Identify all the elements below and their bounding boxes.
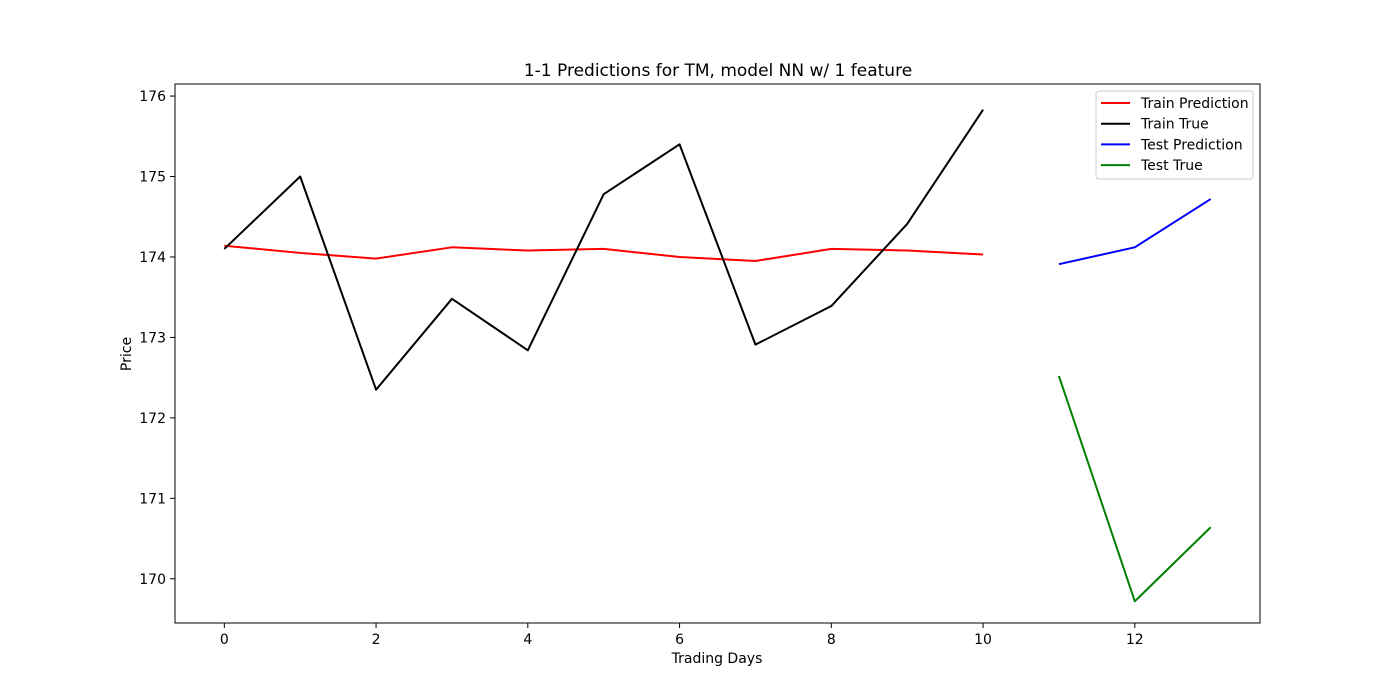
legend-box: [1095, 90, 1254, 180]
y-tick-label: 172: [139, 411, 166, 427]
legend-label-train-prediction: Train Prediction: [1140, 96, 1249, 112]
legend-label-test-true: Test True: [1140, 158, 1203, 174]
y-axis-label: Price: [119, 337, 135, 371]
x-tick-label: 4: [523, 632, 532, 648]
x-tick-label: 12: [1126, 632, 1144, 648]
y-tick-label: 175: [139, 170, 166, 186]
x-axis-ticks: 0 2 4 6 8 10 12: [220, 623, 1144, 648]
y-tick-label: 170: [139, 572, 166, 588]
legend-label-test-prediction: Test Prediction: [1140, 137, 1243, 153]
series-line-train-true: [223, 109, 984, 391]
y-tick-label: 173: [139, 330, 166, 346]
chart-title: 1-1 Predictions for TM, model NN w/ 1 fe…: [524, 61, 912, 81]
series-line-train-prediction: [224, 244, 984, 262]
y-tick-label: 176: [139, 89, 166, 105]
plot-frame: [174, 83, 1261, 624]
x-tick-label: 8: [827, 632, 836, 648]
x-tick-label: 6: [675, 632, 684, 648]
series-line-test-prediction: [1058, 198, 1212, 266]
legend-items: Train Prediction Train True Test Predictio…: [1101, 96, 1249, 174]
x-tick-label: 10: [974, 632, 992, 648]
y-axis-ticks: 170 171 172 173 174 175 176: [139, 89, 175, 588]
x-tick-label: 0: [220, 632, 229, 648]
legend-label-train-true: Train True: [1140, 117, 1209, 133]
y-tick-label: 171: [139, 491, 166, 507]
y-tick-label: 174: [139, 250, 166, 266]
series-layer: [223, 109, 1212, 603]
x-axis-label: Trading Days: [671, 651, 763, 667]
series-line-test-true: [1057, 375, 1212, 603]
x-tick-label: 2: [372, 632, 381, 648]
legend: Train Prediction Train True Test Predictio…: [1095, 90, 1254, 180]
